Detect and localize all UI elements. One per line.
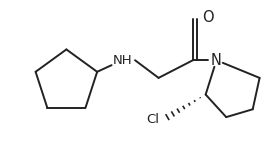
Text: NH: NH xyxy=(112,54,132,67)
Text: Cl: Cl xyxy=(147,113,159,126)
Text: N: N xyxy=(211,53,222,68)
Text: O: O xyxy=(202,10,213,25)
